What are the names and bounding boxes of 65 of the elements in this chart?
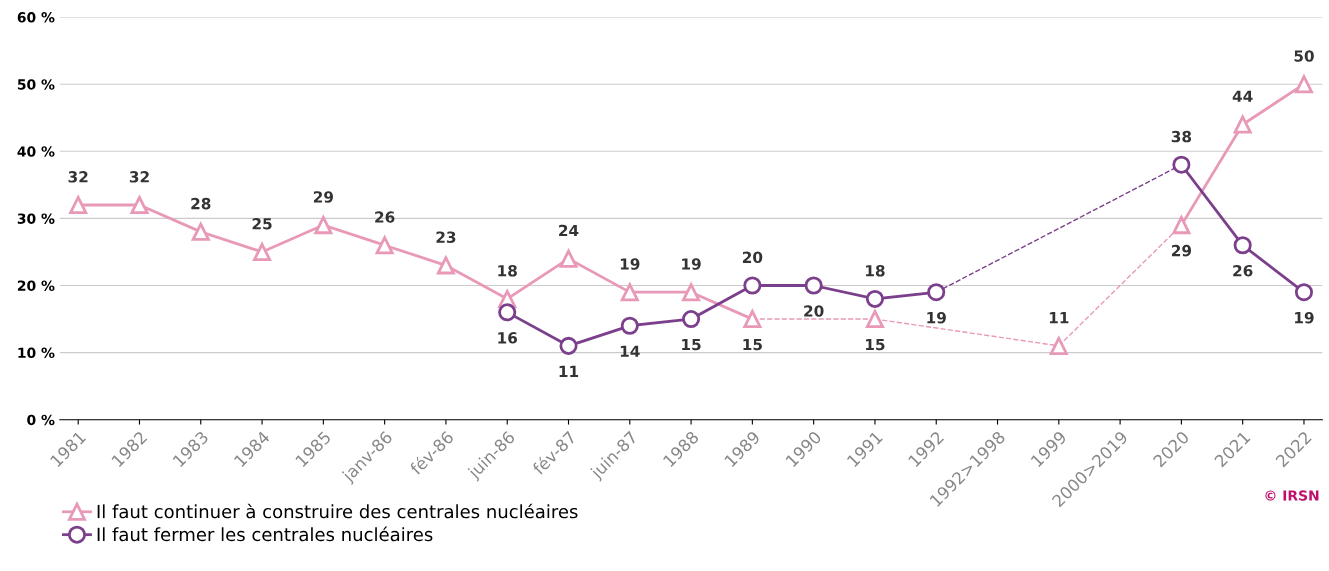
point: [620, 316, 639, 335]
point: [69, 195, 88, 215]
data-label: 14: [620, 345, 640, 357]
point: [927, 283, 946, 302]
y-tick-label: 30 %: [17, 213, 55, 224]
data-label: 15: [682, 338, 701, 351]
data-label: 19: [682, 258, 701, 270]
data-label: 23: [436, 231, 456, 243]
point: [559, 249, 578, 268]
point: [743, 276, 762, 295]
point: [1294, 75, 1313, 94]
data-label: 20: [804, 305, 824, 317]
y-tick-label: 40 %: [17, 146, 55, 157]
point: [682, 310, 701, 329]
legend-label: Il faut continuer à construire des centrales nucléaires: [97, 503, 578, 519]
data-label: 19: [927, 311, 946, 324]
text: © IRSN: [1265, 490, 1319, 501]
data-label: 19: [1295, 311, 1314, 324]
point: [1233, 115, 1252, 134]
point: [1233, 236, 1252, 255]
y-tick-label: 0 %: [27, 414, 55, 426]
data-label: 26: [1233, 264, 1253, 277]
data-label: 25: [252, 217, 272, 230]
data-label: 18: [498, 264, 517, 277]
data-label: 20: [742, 251, 763, 264]
y-tick-label: 50 %: [17, 79, 55, 90]
y-tick-label: 60 %: [17, 12, 55, 23]
point: [620, 283, 639, 302]
y-tick-label: 20 %: [17, 280, 55, 291]
point: [498, 303, 517, 322]
point: [865, 310, 884, 329]
point: [1172, 155, 1191, 174]
point: [436, 256, 455, 275]
point: [1294, 283, 1313, 302]
data-label: 29: [1171, 244, 1192, 257]
point: [682, 283, 701, 302]
point: [1172, 216, 1191, 235]
point: [1049, 336, 1068, 355]
data-label: 24: [559, 224, 579, 237]
data-label: 18: [866, 264, 885, 277]
point: [559, 336, 578, 355]
point: [314, 216, 333, 235]
data-label: 29: [313, 191, 333, 203]
data-label: 44: [1232, 90, 1253, 102]
point: [191, 222, 210, 241]
data-label: 15: [866, 338, 885, 351]
point: [743, 310, 762, 329]
point: [375, 236, 394, 255]
data-label: 32: [129, 171, 149, 183]
point: [804, 276, 823, 295]
data-label: 26: [375, 211, 395, 223]
y-tick-label: 10 %: [18, 347, 55, 359]
point: [130, 195, 149, 215]
data-label: 19: [620, 258, 640, 270]
data-label: 15: [743, 338, 762, 351]
legend-label: Il faut fermer les centrales nucléaires: [97, 526, 433, 542]
data-label: 32: [68, 171, 88, 183]
data-label: 16: [498, 332, 518, 344]
data-label: 50: [1294, 50, 1314, 62]
point: [865, 289, 884, 308]
data-label: 38: [1171, 130, 1192, 143]
point: [253, 242, 272, 261]
data-label: 11: [559, 365, 579, 377]
data-label: 28: [191, 197, 211, 210]
data-label: 11: [1049, 312, 1069, 324]
